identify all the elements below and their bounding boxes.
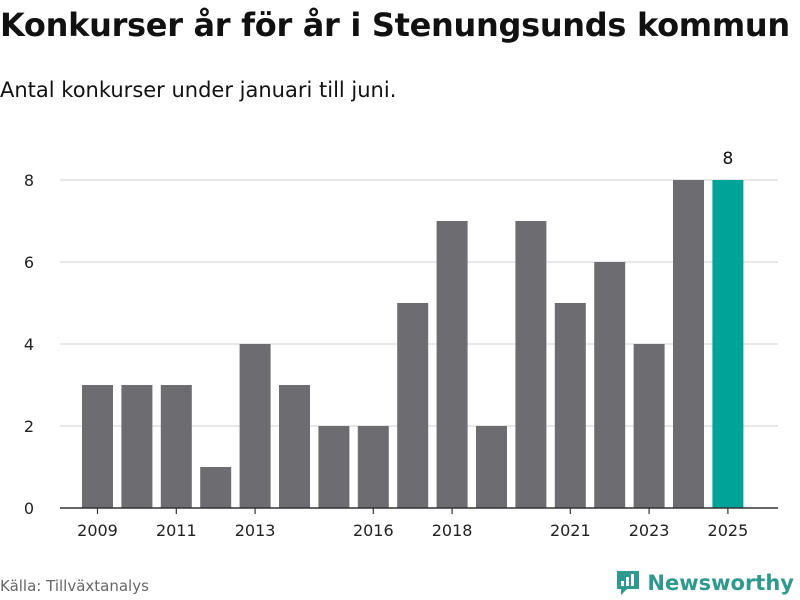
y-tick-label: 6	[24, 253, 34, 272]
bar-2016	[357, 426, 389, 508]
bar-2019	[476, 426, 507, 508]
bar-2015	[318, 426, 350, 508]
x-tick-label: 2018	[432, 521, 473, 540]
axes	[60, 507, 778, 514]
x-tick-label: 2021	[550, 521, 591, 540]
bar-2023	[633, 344, 665, 508]
bar-2012	[200, 467, 232, 508]
x-tick-label: 2011	[156, 521, 197, 540]
bar-2009	[82, 385, 113, 508]
data-label: 8	[722, 149, 733, 169]
bar-chart: 0 2 4 6 8 2009 2011 2013 2016 2018 2021 2023 2025 8	[24, 149, 778, 540]
bar-2025	[712, 180, 744, 508]
y-tick-label: 8	[24, 171, 34, 190]
brand: Newsworthy	[615, 569, 794, 597]
x-tick-label: 2013	[235, 521, 276, 540]
y-tick-label: 4	[24, 335, 34, 354]
bar-2024	[673, 180, 704, 508]
bar-2017	[397, 303, 429, 508]
x-tick-label: 2016	[353, 521, 394, 540]
chart-subtitle: Antal konkurser under januari till juni.	[0, 78, 397, 102]
x-tick-label: 2009	[77, 521, 118, 540]
bar-2022	[594, 262, 626, 508]
x-tick-label: 2025	[708, 521, 749, 540]
bar-2020	[515, 221, 547, 508]
y-tick-label: 0	[24, 499, 34, 518]
bar-2021	[554, 303, 586, 508]
bar-2013	[239, 344, 271, 508]
y-tick-label: 2	[24, 417, 34, 436]
bar-2011	[160, 385, 192, 508]
x-tick-label: 2023	[629, 521, 670, 540]
source-note: Källa: Tillväxtanalys	[0, 577, 149, 595]
newsworthy-logo-icon	[617, 571, 640, 595]
bar-2010	[121, 385, 153, 508]
bars	[82, 180, 744, 508]
labels: 0 2 4 6 8 2009 2011 2013 2016 2018 2021 2023 2025 8	[24, 149, 748, 540]
bar-2014	[279, 385, 310, 508]
bar-2018	[436, 221, 468, 508]
brand-name: Newsworthy	[647, 571, 794, 595]
chart-title: Konkurser år för år i Stenungsunds kommu…	[0, 6, 790, 44]
